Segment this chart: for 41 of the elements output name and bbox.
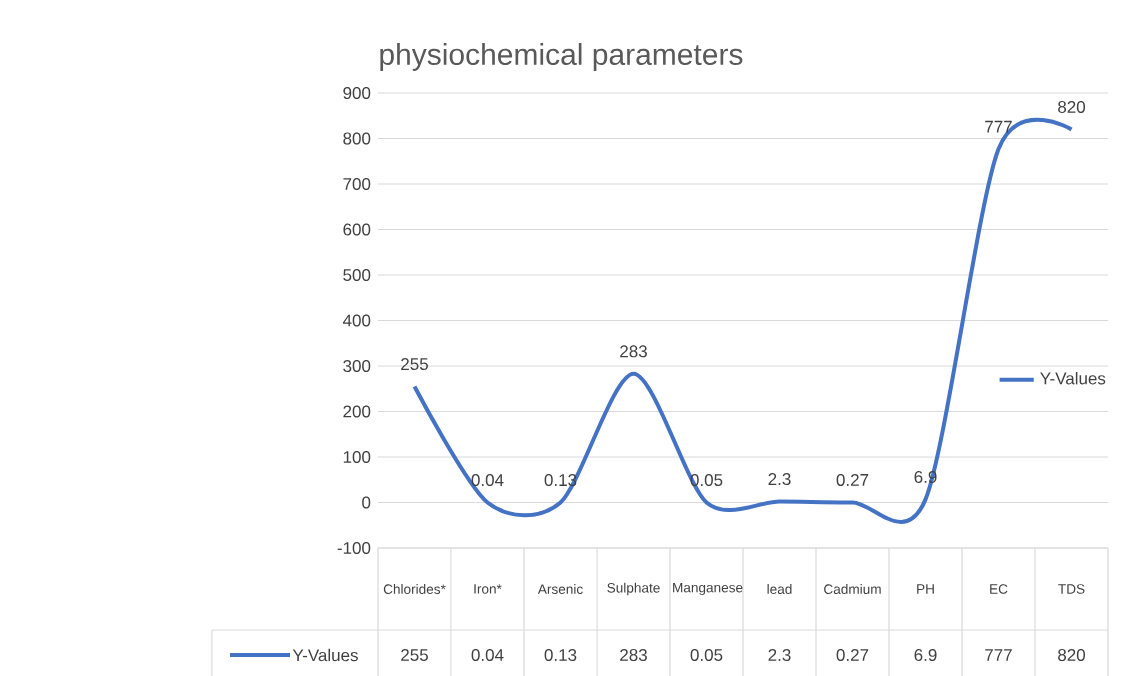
y-tick-label: 100 [343,451,371,464]
data-label: 0.27 [836,648,869,662]
data-label: 0.13 [544,648,577,662]
y-tick-label: 900 [343,87,371,100]
data-label: 283 [620,648,647,662]
x-tick-label: Arsenic [537,584,583,594]
data-label: 777 [985,649,1012,661]
x-tick-label: TDS [1058,584,1085,594]
x-tick-label: PH [917,584,934,594]
y-tick-label: 300 [343,360,371,373]
text: Y-Values [292,648,358,662]
x-tick-label: Cadmium [824,584,881,594]
y-tick-label: 800 [343,132,371,145]
text: 283 [620,345,647,358]
data-label: 255 [401,648,428,662]
legend-label: Y-Values [1040,371,1106,385]
data-label: 820 [1058,648,1086,662]
x-tick-label: EC [990,584,1008,594]
x-tick-label: Sulphate [607,582,660,596]
text: 255 [401,358,428,371]
text: 2.3 [768,473,791,486]
y-tick-label: 200 [343,405,371,418]
x-tick-label: lead [767,584,792,594]
x-tick-label: Iron* [474,584,502,594]
y-tick-label: -100 [337,542,371,555]
x-tick-label: Chlorides* [383,584,446,594]
y-tick-label: 700 [343,178,371,191]
text: 0.27 [836,473,869,486]
y-tick-label: 0 [362,496,371,509]
data-label: 6.9 [914,648,937,662]
data-label: 0.04 [471,648,504,662]
data-label: 0.05 [690,648,723,662]
text: 820 [1058,100,1086,113]
y-tick-label: 400 [342,314,371,327]
data-label: 2.3 [768,648,791,662]
chart-title: physiochemical parameters [380,43,743,71]
text: 0.04 [471,474,504,487]
y-tick-label: 500 [343,269,371,282]
x-tick-label: Manganese [673,582,743,596]
y-tick-label: 600 [343,223,371,236]
text: 777 [985,120,1012,133]
